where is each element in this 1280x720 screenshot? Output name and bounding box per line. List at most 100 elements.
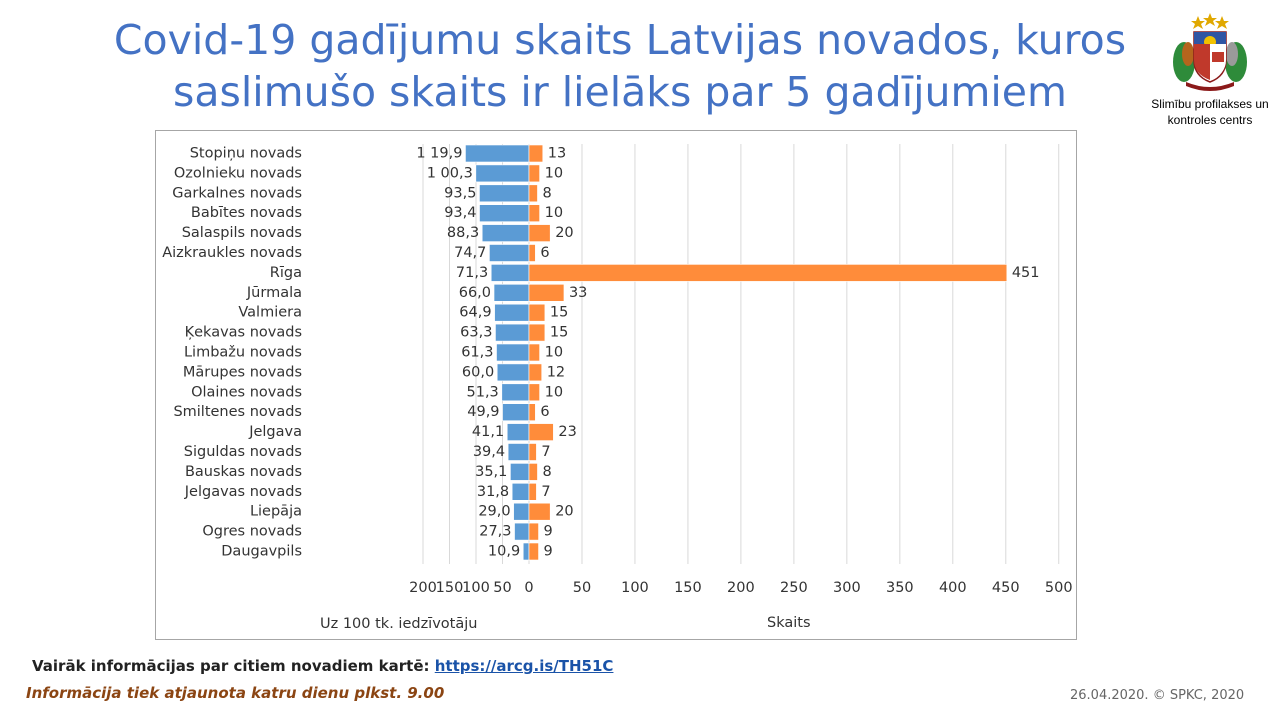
chart-title: Covid-19 gadījumu skaits Latvijas novado… [60, 14, 1180, 118]
bar-count [528, 423, 554, 441]
data-label-count: 9 [544, 544, 553, 560]
bar-rate [490, 264, 530, 282]
bar-rate [465, 144, 530, 163]
data-label-count: 451 [1012, 265, 1040, 281]
bar-count [528, 144, 544, 163]
category-label: Babītes novads [191, 205, 302, 221]
data-label-rate: 71,3 [456, 265, 488, 281]
data-label-count: 9 [544, 524, 553, 540]
data-label-count: 8 [542, 185, 551, 201]
category-label: Daugavpils [221, 544, 302, 560]
tick-label-rate: 200 [409, 580, 437, 596]
bar-count [528, 343, 540, 362]
bar-count [528, 164, 540, 183]
bar-count [528, 363, 543, 382]
category-label: Siguldas novads [184, 444, 302, 460]
data-label-count: 10 [545, 345, 563, 361]
data-label-rate: 29,0 [478, 504, 510, 520]
butterfly-bar-chart: Stopiņu novads 1 19,9 13 Ozolnieku novads 1 … [155, 130, 1077, 640]
data-label-rate: 60,0 [462, 364, 494, 380]
bar-count [528, 482, 537, 501]
bar-count [528, 244, 536, 262]
data-label-rate: 49,9 [467, 404, 499, 420]
tick-label-count: 300 [833, 580, 861, 596]
category-label: Smiltenes novads [173, 404, 302, 420]
axis-title-count: Skaits [767, 615, 811, 631]
tick-label-count: 50 [573, 580, 591, 596]
data-label-count: 13 [548, 146, 566, 162]
data-label-count: 10 [545, 384, 563, 400]
spkc-logo: Slimību profilakses un kontroles centrs [1140, 12, 1280, 132]
data-label-count: 20 [555, 225, 573, 241]
data-label-count: 7 [541, 484, 550, 500]
tick-label-count: 0 [524, 580, 533, 596]
tick-label-count: 150 [674, 580, 702, 596]
bar-count [528, 323, 546, 342]
bar-rate [506, 423, 530, 441]
data-label-count: 7 [541, 444, 550, 460]
bar-count [528, 224, 551, 242]
category-label: Stopiņu novads [190, 146, 302, 162]
data-label-rate: 41,1 [472, 424, 504, 440]
data-label-rate: 64,9 [459, 305, 491, 321]
category-label: Ozolnieku novads [174, 165, 302, 181]
data-label-count: 6 [540, 404, 549, 420]
bar-rate [489, 244, 530, 262]
data-label-rate: 1 19,9 [416, 146, 462, 162]
category-label: Rīga [270, 265, 302, 281]
data-label-rate: 61,3 [461, 345, 493, 361]
data-label-count: 33 [569, 285, 587, 301]
bar-rate [507, 443, 530, 461]
bar-rate [510, 463, 530, 481]
logo-text-line-2: kontroles centrs [1167, 113, 1253, 127]
data-label-rate: 93,5 [444, 185, 476, 201]
data-label-rate: 1 00,3 [427, 165, 473, 181]
bar-count [528, 443, 537, 461]
data-label-count: 8 [542, 464, 551, 480]
bar-rate [475, 164, 530, 183]
latvian-coat-of-arms-icon [1173, 13, 1247, 91]
data-label-rate: 63,3 [460, 325, 492, 341]
footer-info: Vairāk informācijas par citiem novadiem … [32, 657, 613, 675]
category-label: Bauskas novads [185, 464, 302, 480]
logo-text-line-1: Slimību profilakses un [1151, 97, 1269, 111]
copyright: 26.04.2020. © SPKC, 2020 [1070, 688, 1245, 703]
data-label-rate: 74,7 [454, 245, 486, 261]
bar-count [528, 463, 538, 481]
bar-count [528, 264, 1008, 282]
category-label: Jelgavas novads [184, 484, 302, 500]
title-line-1: Covid-19 gadījumu skaits Latvijas novado… [113, 16, 1127, 64]
data-label-rate: 35,1 [475, 464, 507, 480]
tick-label-rate: 100 [462, 580, 490, 596]
tick-label-rate: 150 [436, 580, 464, 596]
data-label-rate: 39,4 [473, 444, 505, 460]
category-label: Olaines novads [191, 384, 302, 400]
data-label-rate: 27,3 [479, 524, 511, 540]
category-label: Aizkraukles novads [162, 245, 302, 261]
bar-rate [481, 224, 530, 242]
data-label-count: 12 [547, 364, 565, 380]
bar-rate [479, 184, 530, 203]
bar-rate [494, 303, 530, 322]
data-label-count: 23 [558, 424, 576, 440]
tick-label-count: 400 [939, 580, 967, 596]
bar-count [528, 303, 546, 322]
bar-rate [495, 323, 530, 342]
bar-count [528, 502, 551, 521]
data-label-count: 6 [540, 245, 549, 261]
category-label: Garkalnes novads [172, 185, 302, 201]
tick-label-count: 200 [727, 580, 755, 596]
map-link[interactable]: https://arcg.is/TH51C [434, 657, 614, 675]
footer-info-text: Vairāk informācijas par citiem novadiem … [32, 657, 430, 675]
category-label: Limbažu novads [184, 345, 302, 361]
bar-rate [511, 482, 530, 501]
chart-border [155, 130, 1077, 640]
tick-label-count: 250 [780, 580, 808, 596]
data-label-rate: 10,9 [488, 544, 520, 560]
data-label-rate: 93,4 [444, 205, 476, 221]
bar-rate [479, 204, 530, 222]
category-label: Valmiera [238, 305, 302, 321]
category-label: Liepāja [250, 504, 302, 520]
bar-rate [513, 502, 530, 521]
bar-count [528, 403, 536, 422]
